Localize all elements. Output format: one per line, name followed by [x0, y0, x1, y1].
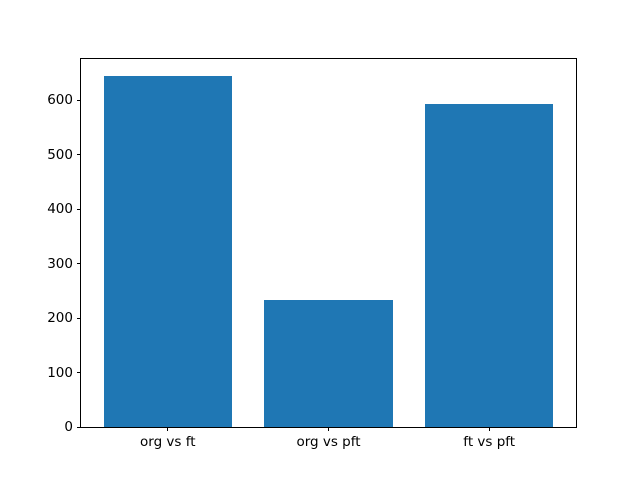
y-tick-label: 100	[47, 364, 73, 381]
x-tick-mark	[488, 427, 490, 431]
bar-org-vs-ft	[103, 75, 233, 427]
y-tick-mark	[77, 372, 81, 374]
y-tick-label: 300	[47, 255, 73, 272]
y-axis: 0 100 200 300 400 500 600	[47, 59, 576, 435]
x-tick-label: ft vs pft	[463, 434, 516, 450]
y-tick-label: 600	[47, 92, 73, 109]
y-tick-mark	[77, 317, 81, 319]
y-tick-label: 400	[47, 201, 73, 218]
y-tick-mark	[77, 208, 81, 210]
x-tick-label: org vs ft	[140, 434, 196, 450]
bar-org-vs-pft	[264, 300, 393, 427]
y-tick-label: 200	[47, 310, 73, 327]
y-tick-mark	[77, 154, 81, 156]
plot-area: 0 100 200 300 400 500 600 org vs ft org vs pft f…	[47, 58, 577, 450]
x-tick-mark	[167, 427, 169, 431]
x-axis: org vs ft org vs pft ft vs pft	[81, 59, 576, 450]
y-tick-mark	[77, 426, 81, 428]
y-tick-mark	[77, 99, 81, 101]
bars-group	[81, 59, 576, 427]
bar-ft-vs-pft	[424, 103, 554, 427]
x-tick-mark	[328, 427, 329, 431]
y-tick-label: 500	[47, 146, 73, 163]
y-tick-mark	[77, 263, 81, 265]
y-tick-label: 0	[64, 419, 73, 435]
x-tick-label: org vs pft	[296, 434, 361, 450]
